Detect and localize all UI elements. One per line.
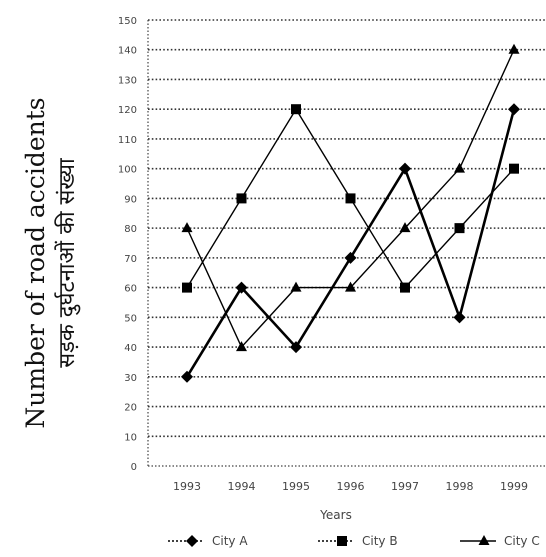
data-point [290, 281, 302, 292]
grid-lines [147, 19, 545, 467]
data-point [344, 251, 357, 264]
data-point [181, 222, 193, 233]
data-point [399, 222, 411, 233]
y-tick-label: 70 [124, 254, 137, 265]
y-tick-label: 140 [118, 46, 137, 57]
y-tick-label: 60 [124, 284, 137, 295]
data-point [454, 223, 465, 234]
data-point [291, 104, 301, 115]
data-point [337, 536, 347, 546]
data-point [508, 43, 520, 54]
series-city-b [182, 104, 519, 293]
data-point [182, 282, 192, 293]
series-city-c [181, 43, 520, 352]
y-tick-label: 90 [124, 194, 137, 205]
data-point [453, 311, 466, 324]
y-tick-label: 120 [118, 105, 137, 116]
data-point [345, 281, 356, 292]
x-tick-label: 1999 [500, 480, 528, 493]
legend-item: City A [168, 534, 248, 548]
series-city-a [181, 103, 520, 383]
y-tick-label: 50 [124, 313, 137, 324]
y-tick-label: 40 [124, 343, 137, 354]
data-point [508, 103, 520, 116]
data-point [181, 370, 193, 383]
x-axis-label: Years [319, 508, 352, 522]
y-axis-label: Number of road accidents [21, 97, 50, 428]
y-tick-label: 20 [124, 403, 137, 414]
y-tick-label: 130 [118, 75, 137, 86]
data-point [290, 341, 302, 354]
data-point [399, 162, 411, 175]
legend-item: City C [460, 534, 540, 548]
legend-label: City B [362, 534, 398, 548]
x-tick-labels: 1993 1994 1995 1996 1997 1998 1999 [173, 480, 528, 493]
data-point [235, 281, 248, 294]
x-tick-label: 1994 [228, 480, 256, 493]
data-point [454, 162, 465, 173]
y-tick-labels: 0 10 20 30 40 50 60 70 80 90 100 110 120 130 140 150 [118, 16, 137, 473]
data-point [345, 193, 356, 204]
legend-item: City B [318, 534, 398, 548]
data-point [509, 163, 519, 174]
data-point [478, 535, 490, 545]
y-tick-label: 150 [118, 16, 137, 27]
series-lines [181, 43, 520, 383]
data-point [236, 341, 247, 352]
legend-label: City C [504, 534, 540, 548]
data-point [186, 535, 198, 547]
y-tick-label: 100 [118, 165, 137, 176]
data-point [400, 282, 410, 293]
x-tick-label: 1995 [282, 480, 310, 493]
y-tick-label: 0 [131, 462, 137, 473]
y-tick-label: 80 [124, 224, 137, 235]
y-tick-label: 10 [124, 432, 137, 443]
data-point [236, 193, 247, 204]
y-tick-label: 110 [118, 135, 137, 146]
x-tick-label: 1997 [391, 480, 419, 493]
x-tick-label: 1996 [337, 480, 365, 493]
legend: City A City B City C [168, 534, 540, 548]
x-tick-label: 1993 [173, 480, 201, 493]
y-axis-label-hindi: सड़क दुर्घटनाओं की संख्या [54, 158, 81, 368]
legend-label: City A [212, 534, 248, 548]
y-tick-label: 30 [124, 373, 137, 384]
x-tick-label: 1998 [446, 480, 474, 493]
